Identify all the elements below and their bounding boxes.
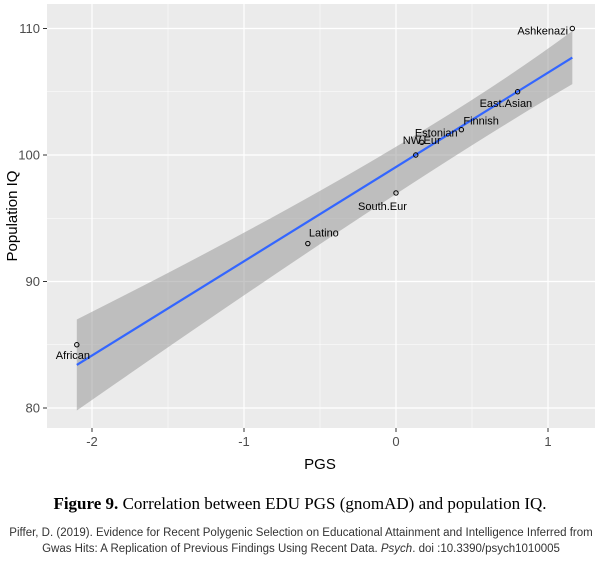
figure-caption-text: Correlation between EDU PGS (gnomAD) and… <box>122 494 547 513</box>
y-axis-ticks: 80 90 100 110 <box>18 21 47 416</box>
citation-journal: Psych <box>380 543 413 555</box>
x-tick-label: -1 <box>238 434 250 449</box>
y-tick-label: 100 <box>18 148 40 163</box>
regression-line <box>76 56 573 366</box>
y-tick-label: 80 <box>26 401 40 416</box>
x-tick-label: 1 <box>544 434 551 449</box>
citation-text: Piffer, D. (2019). Evidence for Recent P… <box>9 527 593 555</box>
data-point <box>393 190 399 196</box>
x-tick-label: 0 <box>392 434 399 449</box>
x-axis-ticks: -2 -1 0 1 <box>86 428 552 449</box>
data-point-label: East.Asian <box>480 98 533 110</box>
data-point <box>569 25 576 32</box>
data-point-label: Latino <box>309 228 339 240</box>
confidence-band <box>76 31 573 411</box>
citation-doi: . doi :10.3390/psych1010005 <box>412 543 560 555</box>
data-point <box>74 342 80 348</box>
data-point-label: South.Eur <box>358 201 407 213</box>
data-point-label: NW.Eur <box>403 135 441 147</box>
y-tick-label: 90 <box>26 274 40 289</box>
data-point-label: Estonian <box>415 127 458 139</box>
data-point <box>514 89 521 95</box>
data-point <box>419 139 425 146</box>
figure-label: Figure 9. <box>53 494 119 513</box>
citation: Piffer, D. (2019). Evidence for Recent P… <box>6 525 596 557</box>
data-point-label: African <box>56 350 90 362</box>
x-tick-label: -2 <box>86 434 98 449</box>
x-axis-title: PGS <box>304 456 336 473</box>
y-tick-label: 110 <box>19 21 40 36</box>
figure-caption: Figure 9. Correlation between EDU PGS (g… <box>0 494 600 514</box>
data-point-label: Finnish <box>463 116 498 128</box>
data-point <box>413 152 419 158</box>
data-point <box>305 240 311 247</box>
data-point <box>458 127 465 133</box>
data-point-label: Ashkenazi <box>517 26 568 38</box>
y-axis-title: Population IQ <box>4 171 21 262</box>
